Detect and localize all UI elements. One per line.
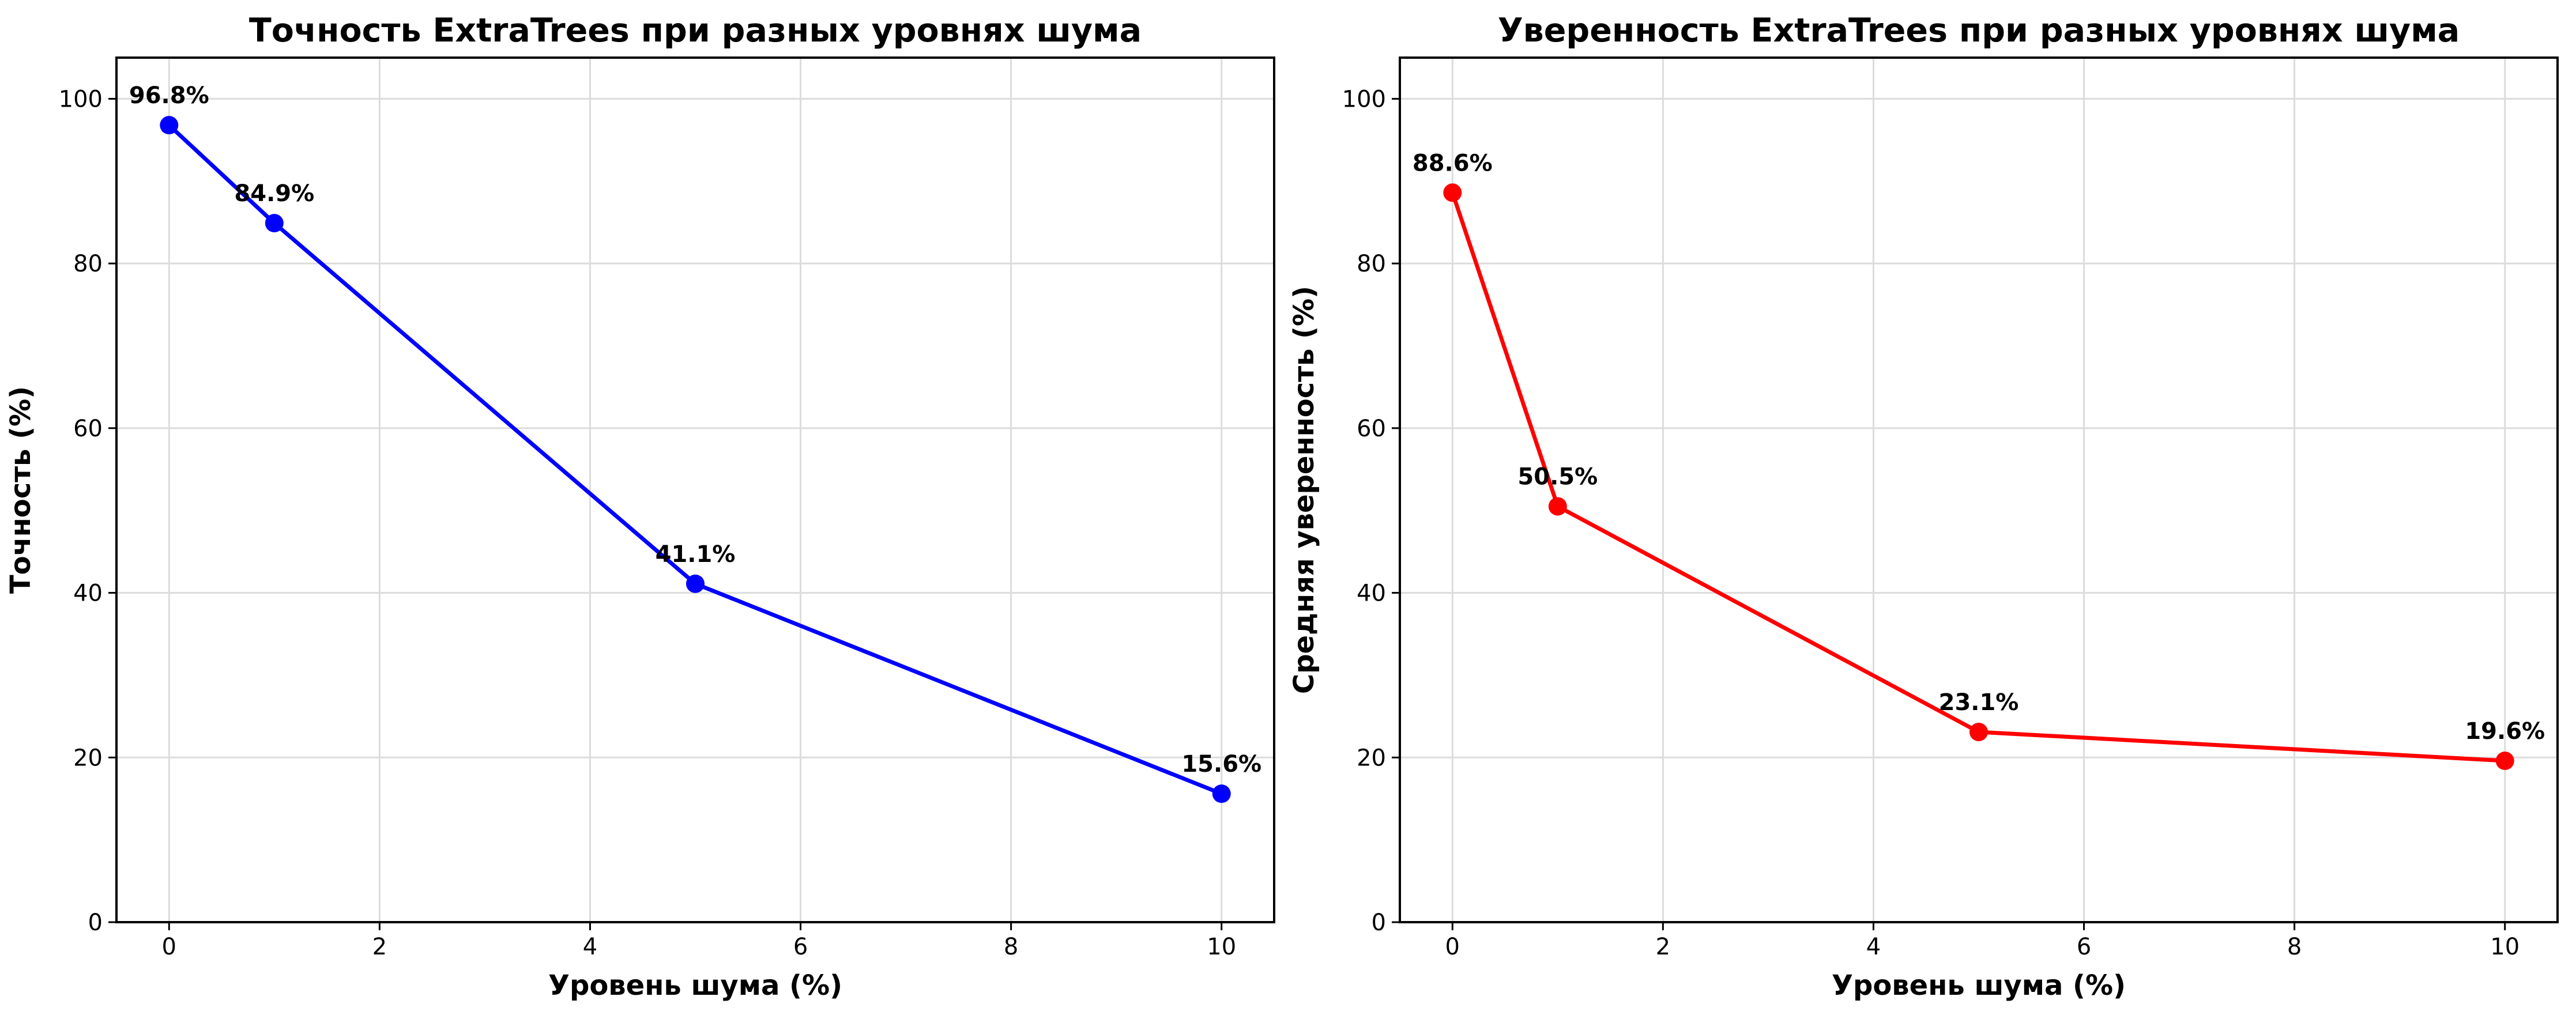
- x-tick-label: 10: [2490, 934, 2519, 960]
- y-tick-label: 0: [1372, 909, 1386, 936]
- data-point: [1443, 183, 1462, 202]
- confidence-chart-title: Уверенность ExtraTrees при разных уровня…: [1498, 12, 2460, 50]
- x-tick-label: 0: [162, 934, 176, 960]
- x-tick-label: 6: [793, 934, 808, 960]
- data-label: 96.8%: [129, 82, 209, 109]
- data-label: 84.9%: [234, 180, 314, 207]
- y-tick-label: 80: [73, 251, 103, 277]
- y-tick-label: 0: [88, 909, 103, 936]
- x-tick-label: 0: [1445, 934, 1460, 960]
- y-tick-label: 100: [1342, 86, 1386, 112]
- confidence-x-axis-label: Уровень шума (%): [1832, 969, 2126, 1002]
- y-tick-label: 80: [1357, 251, 1386, 277]
- data-point: [1212, 784, 1231, 803]
- data-label: 88.6%: [1413, 150, 1493, 176]
- y-tick-label: 100: [59, 86, 103, 112]
- y-tick-label: 40: [1357, 580, 1386, 607]
- accuracy-series: [160, 116, 1231, 803]
- accuracy-axes-frame: [115, 56, 1275, 923]
- data-label: 15.6%: [1181, 751, 1261, 778]
- y-tick-label: 40: [73, 580, 103, 607]
- x-tick-label: 10: [1207, 934, 1236, 960]
- x-tick-label: 4: [1866, 934, 1881, 960]
- confidence-axes-frame: [1399, 56, 2559, 923]
- accuracy-y-axis-label: Точность (%): [5, 386, 37, 594]
- confidence-y-axis-label: Средняя уверенность (%): [1288, 286, 1320, 694]
- x-tick-label: 8: [2287, 934, 2302, 960]
- data-point: [2495, 752, 2514, 770]
- data-point: [686, 574, 705, 593]
- data-point: [1548, 497, 1567, 516]
- data-point: [160, 116, 179, 135]
- x-tick-label: 6: [2077, 934, 2091, 960]
- data-point: [265, 214, 284, 233]
- data-point: [1969, 723, 1988, 741]
- accuracy-data-labels: 96.8% 84.9% 41.1% 15.6%: [129, 82, 1261, 778]
- data-label: 19.6%: [2465, 718, 2545, 745]
- confidence-data-labels: 88.6% 50.5% 23.1% 19.6%: [1413, 150, 2545, 745]
- x-tick-label: 8: [1004, 934, 1018, 960]
- y-tick-label: 60: [1357, 416, 1386, 442]
- x-tick-label: 2: [1656, 934, 1670, 960]
- confidence-grid: [1400, 58, 2558, 923]
- data-label: 50.5%: [1517, 464, 1598, 490]
- series-line: [167, 123, 1223, 796]
- y-tick-label: 20: [1357, 745, 1386, 771]
- x-tick-label: 2: [372, 934, 387, 960]
- y-tick-label: 60: [73, 416, 103, 442]
- series-line: [1450, 192, 2505, 763]
- confidence-series: [1443, 183, 2514, 770]
- data-label: 23.1%: [1939, 689, 2019, 716]
- accuracy-x-axis-label: Уровень шума (%): [548, 969, 842, 1002]
- data-label: 41.1%: [656, 541, 736, 568]
- x-tick-label: 4: [583, 934, 597, 960]
- accuracy-chart-title: Точность ExtraTrees при разных уровнях ш…: [249, 12, 1142, 50]
- y-tick-label: 20: [73, 745, 103, 771]
